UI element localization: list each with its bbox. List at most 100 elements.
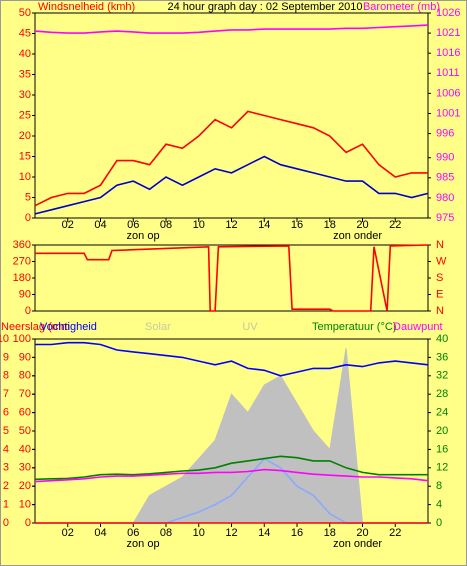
yticks-label: 30 <box>19 89 31 101</box>
y2ticks-label: N <box>436 239 444 251</box>
yticks-label: 40 <box>19 443 31 455</box>
chart-title: 24 hour graph day : 02 September 2010 <box>167 1 362 13</box>
y2-axis-title: Barometer (mb) <box>363 1 440 13</box>
legend-entry: UV <box>242 321 258 333</box>
x-tick-label: 22 <box>389 219 401 231</box>
y2ticks-label: 8 <box>436 480 442 492</box>
x-tick-label: 08 <box>160 219 172 231</box>
legend-entry: Vochtigheid <box>40 321 97 333</box>
yticks-label: 180 <box>13 272 31 284</box>
yticks-label: 50 <box>19 7 31 19</box>
y2ticks-label: 4 <box>436 499 442 511</box>
y3ticks-label: 6 <box>3 407 9 419</box>
plot-area <box>34 12 429 219</box>
y-axis-title: Windsnelheid (kmh) <box>38 1 135 13</box>
x-tick-label: 16 <box>291 219 303 231</box>
yticks-label: 270 <box>13 255 31 267</box>
y2ticks-label: E <box>436 288 443 300</box>
x-tick-label: 08 <box>160 527 172 539</box>
yticks-label: 90 <box>19 288 31 300</box>
annotation: zon onder <box>333 230 382 242</box>
line <box>34 24 429 34</box>
y2ticks-label: 28 <box>436 388 448 400</box>
yticks-label: 35 <box>19 68 31 80</box>
y3ticks-label: 7 <box>3 388 9 400</box>
yticks-label: 10 <box>19 499 31 511</box>
y3ticks-label: 10 <box>0 333 9 345</box>
yticks-label: 20 <box>19 480 31 492</box>
yticks-label: 80 <box>19 370 31 382</box>
legend-entry: Temperatuur (°C) <box>312 321 396 333</box>
y3ticks-label: 9 <box>3 351 9 363</box>
x-tick-label: 06 <box>127 527 139 539</box>
y2ticks-label: 980 <box>436 192 454 204</box>
y2ticks-label: 12 <box>436 462 448 474</box>
x-tick-label: 04 <box>94 527 106 539</box>
x-tick-label: 06 <box>127 219 139 231</box>
y2ticks-label: 990 <box>436 152 454 164</box>
y3ticks-label: 3 <box>3 462 9 474</box>
yticks-label: 90 <box>19 351 31 363</box>
y2ticks-label: 16 <box>436 443 448 455</box>
yticks-label: 360 <box>13 239 31 251</box>
yticks-label: 20 <box>19 130 31 142</box>
x-tick-label: 04 <box>94 219 106 231</box>
yticks-label: 5 <box>25 191 31 203</box>
legend-entry: Neerslag (mm <box>1 321 70 333</box>
y2ticks-label: 1006 <box>436 87 460 99</box>
x-tick-label: 02 <box>62 527 74 539</box>
line <box>35 244 429 312</box>
y3ticks-label: 1 <box>3 499 9 511</box>
y3ticks-label: 0 <box>3 517 9 529</box>
y2ticks-label: 1001 <box>436 107 460 119</box>
yticks-label: 0 <box>25 305 31 317</box>
yticks-label: 25 <box>19 109 31 121</box>
yticks-label: 45 <box>19 27 31 39</box>
annotation: zon onder <box>333 538 382 550</box>
line <box>34 468 429 483</box>
x-tick-label: 22 <box>389 527 401 539</box>
yticks-label: 30 <box>19 462 31 474</box>
y3ticks-label: 8 <box>3 370 9 382</box>
annotation: zon op <box>127 230 160 242</box>
y2ticks-label: N <box>436 305 444 317</box>
yticks-label: 0 <box>25 517 31 529</box>
y3ticks-label: 4 <box>3 443 9 455</box>
x-tick-label: 18 <box>324 527 336 539</box>
y2ticks-label: 985 <box>436 172 454 184</box>
line <box>34 155 429 215</box>
y2ticks-label: 32 <box>436 370 448 382</box>
y2ticks-label: 0 <box>436 517 442 529</box>
yticks-label: 60 <box>19 407 31 419</box>
y2ticks-label: 1016 <box>436 47 460 59</box>
yticks-label: 50 <box>19 425 31 437</box>
y2ticks-label: 24 <box>436 407 448 419</box>
x-tick-label: 20 <box>356 527 368 539</box>
line <box>34 455 428 481</box>
x-tick-label: 16 <box>291 527 303 539</box>
line <box>34 110 428 207</box>
x-tick-label: 20 <box>356 219 368 231</box>
x-tick-label: 12 <box>225 527 237 539</box>
yticks-label: 0 <box>25 212 31 224</box>
yticks-label: 70 <box>19 388 31 400</box>
x-tick-label: 18 <box>324 219 336 231</box>
y2ticks-label: 1011 <box>436 67 460 79</box>
yticks-label: 10 <box>19 171 31 183</box>
x-tick-label: 10 <box>193 527 205 539</box>
yticks-label: 40 <box>19 48 31 60</box>
y2ticks-label: 40 <box>436 333 448 345</box>
y2ticks-label: S <box>436 272 443 284</box>
y3ticks-label: 2 <box>3 480 9 492</box>
x-tick-label: 14 <box>258 527 270 539</box>
plot-area <box>34 244 429 312</box>
legend-entry: Solar <box>145 321 171 333</box>
yticks-label: 100 <box>13 333 31 345</box>
y2ticks-label: 1021 <box>436 27 460 39</box>
y2ticks-label: 1026 <box>436 7 460 19</box>
y2ticks-label: W <box>436 255 447 267</box>
y2ticks-label: 975 <box>436 212 454 224</box>
legend-entry: Dauwpunt <box>393 321 443 333</box>
y2ticks-label: 36 <box>436 351 448 363</box>
y2ticks-label: 996 <box>436 127 454 139</box>
